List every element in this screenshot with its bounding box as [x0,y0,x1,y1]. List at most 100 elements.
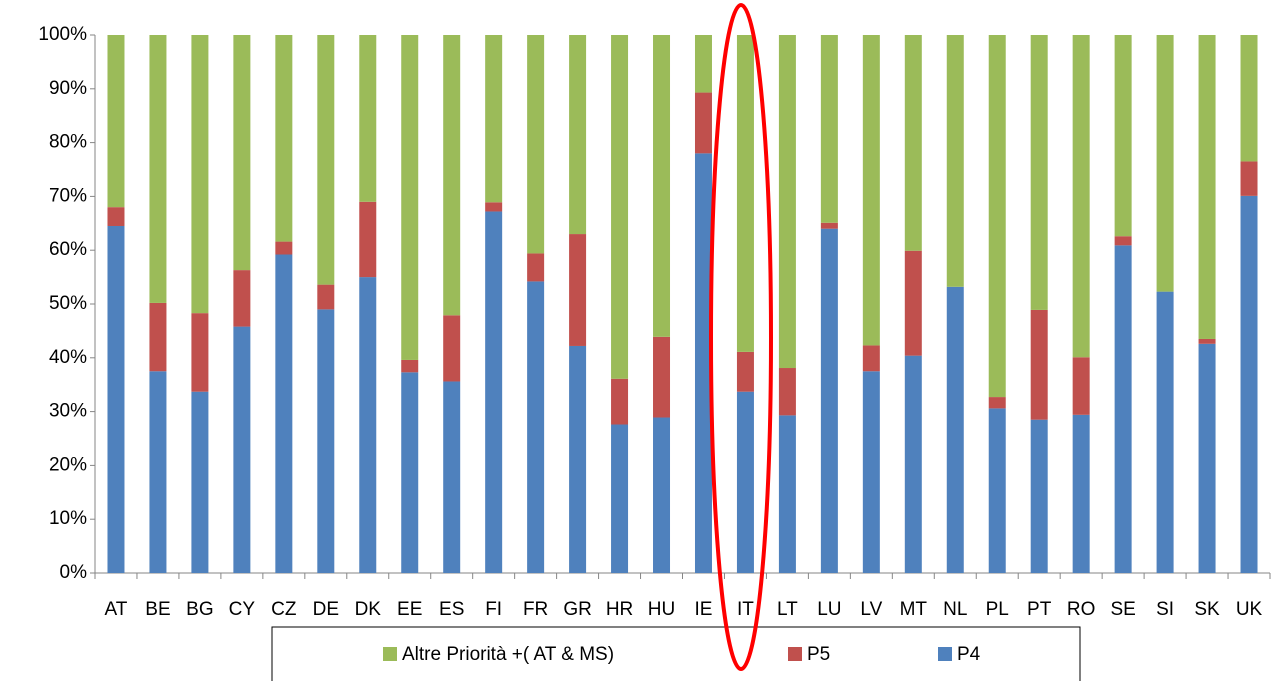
bar-segment [736,35,754,352]
bar-segment [778,415,796,573]
bar-segment [862,371,880,573]
x-tick-label: NL [943,599,967,620]
bar-segment [988,397,1006,409]
bar-segment [359,277,377,573]
bar-segment [1030,419,1048,573]
bar-segment [149,35,167,303]
bar-segment [107,225,125,574]
bar-segment [1114,35,1132,237]
bar-segment [233,326,251,573]
bar-segment [275,254,293,573]
bar-segment [107,35,125,208]
x-tick-label: FR [523,599,548,620]
y-tick-label: 90% [49,78,87,99]
bar-segment [820,228,838,573]
bar-segment [904,250,922,356]
bar-segment [233,35,251,271]
legend-label: Altre Priorità +( AT & MS) [402,644,614,665]
x-tick-label: PL [986,599,1009,620]
x-tick-label: IT [737,599,754,620]
y-tick-label: 30% [49,401,87,422]
x-tick-label: FI [485,599,502,620]
x-tick-label: SK [1194,599,1220,620]
bar-segment [653,417,671,573]
bar-segment [1030,35,1048,310]
bar-segment [736,351,754,392]
bar-segment [1198,338,1216,344]
bar-segment [1198,35,1216,339]
legend-swatch [788,647,802,661]
bar-segment [191,35,209,314]
bar-segment [527,281,545,573]
bar-segment [191,313,209,392]
bar-segment [946,286,964,573]
bar-segment [694,35,712,93]
bar-segment [694,92,712,154]
bar-segment [149,302,167,372]
bar-segment [1072,35,1090,358]
bar-segment [1156,291,1174,573]
y-tick-label: 70% [49,185,87,206]
bar-segment [107,207,125,226]
bar-segment [611,424,629,573]
x-tick-label: AT [105,599,128,620]
bar-segment [988,35,1006,398]
bar-segment [569,35,587,235]
x-tick-label: IE [695,599,713,620]
bar-segment [904,355,922,573]
bar-segment [485,202,503,212]
plot: 0% 10% 20% 30% 40% 50% 60% 70% 80% 90% 100% AT BE BG C… [38,24,1271,620]
bar-segment [778,368,796,416]
bar-segment [611,378,629,425]
bar-segment [862,35,880,346]
bar-segment [1030,309,1048,420]
bar-segment [401,35,419,360]
bar-segment [359,201,377,278]
bar-segment [611,35,629,379]
y-tick-label: 20% [49,454,87,475]
x-tick-label: BE [145,599,170,620]
bar-segment [778,35,796,369]
bar-segment [359,35,377,202]
bar-segment [233,270,251,327]
x-tick-label: SI [1156,599,1174,620]
bar-segment [1072,357,1090,415]
bar-segment [317,284,335,310]
bar-segment [946,35,964,287]
x-tick-label: DK [355,599,382,620]
bar-segment [1198,343,1216,573]
bar-segment [1114,245,1132,573]
bar-segment [317,309,335,573]
bar-segment [149,371,167,573]
bar-segment [527,35,545,254]
x-tick-label: HR [606,599,633,620]
bar-segment [275,35,293,242]
bar-segment [820,35,838,223]
legend-swatch [938,647,952,661]
y-tick-label: 40% [49,347,87,368]
legend-label: P4 [957,644,981,665]
bar-segment [1240,195,1258,573]
bar-segment [443,315,461,382]
x-tick-label: SE [1110,599,1135,620]
x-tick-label: RO [1067,599,1096,620]
y-tick-label: 0% [60,562,88,583]
x-tick-label: EE [397,599,422,620]
bar-segment [653,35,671,337]
y-tick-label: 50% [49,293,87,314]
bar-segment [275,241,293,255]
x-tick-label: BG [186,599,213,620]
bar-segment [988,408,1006,573]
bar-segment [862,345,880,372]
bar-segment [1156,35,1174,292]
bar-segment [401,359,419,373]
bar-segment [653,336,671,418]
x-tick-label: LU [817,599,841,620]
bar-segment [191,391,209,573]
bar-segment [317,35,335,285]
highlight-ellipse [709,3,773,671]
bar-segment [485,211,503,574]
bar-segment [1072,414,1090,573]
bar-segment [569,234,587,346]
